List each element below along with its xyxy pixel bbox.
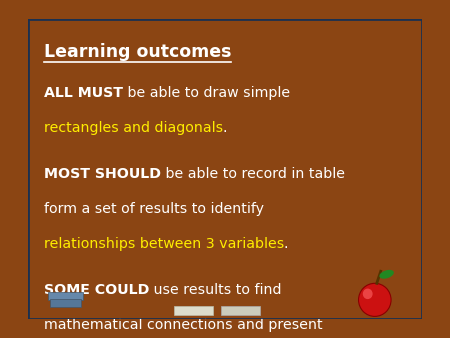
Ellipse shape <box>379 270 394 279</box>
Text: be able to record in table: be able to record in table <box>161 168 345 182</box>
Text: .: . <box>223 121 227 135</box>
Text: rectangles and diagonals: rectangles and diagonals <box>44 121 223 135</box>
Text: SOME COULD: SOME COULD <box>44 283 149 297</box>
Text: MOST SHOULD: MOST SHOULD <box>44 168 161 182</box>
Bar <box>174 307 213 315</box>
Text: relationships between 3 variables: relationships between 3 variables <box>44 237 284 251</box>
Bar <box>221 307 261 315</box>
Text: be able to draw simple: be able to draw simple <box>123 86 290 100</box>
Text: form a set of results to identify: form a set of results to identify <box>44 202 264 216</box>
Bar <box>48 292 83 300</box>
Ellipse shape <box>359 283 391 316</box>
Bar <box>50 299 81 307</box>
Text: use results to find: use results to find <box>149 283 282 297</box>
Text: ALL MUST: ALL MUST <box>44 86 123 100</box>
Ellipse shape <box>363 289 373 299</box>
Text: Learning outcomes: Learning outcomes <box>44 43 231 61</box>
Text: mathematical connections and present: mathematical connections and present <box>44 318 322 332</box>
Text: .: . <box>284 237 288 251</box>
